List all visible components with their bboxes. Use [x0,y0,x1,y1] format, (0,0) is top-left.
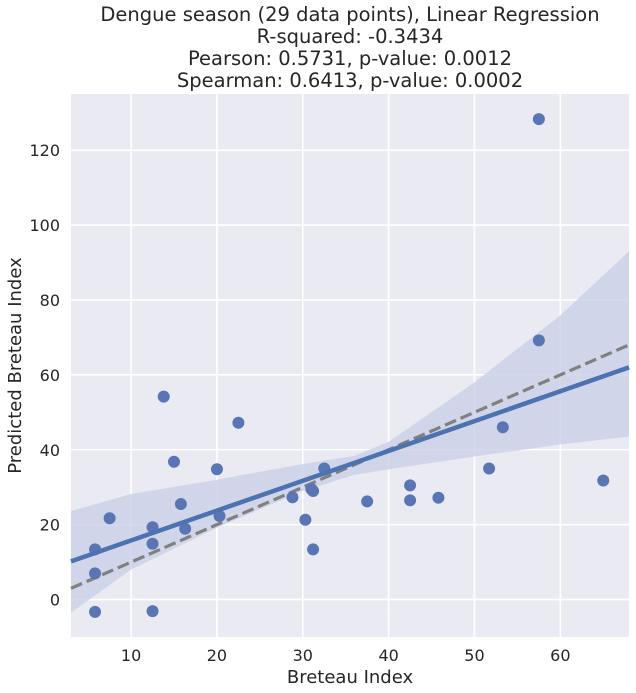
data-point [404,494,417,507]
y-axis-label: Predicted Breteau Index [5,257,26,474]
regression-line [70,365,630,564]
confidence-band [71,251,629,613]
data-point [532,113,545,126]
data-point [299,513,312,526]
y-tick-label: 20 [40,516,60,535]
title-line-2: R-squared: -0.3434 [256,25,444,48]
data-point [597,474,610,487]
data-point [404,479,417,492]
grid-lines [71,94,629,637]
data-point [157,390,170,403]
x-tick-labels: 10 20 30 40 50 60 [121,646,571,665]
title-line-3: Pearson: 0.5731, p-value: 0.0012 [187,47,513,70]
x-tick-label: 10 [121,646,141,665]
data-point [146,605,159,618]
data-point [89,567,102,580]
title-line-4: Spearman: 0.6413, p-value: 0.0002 [176,69,524,92]
data-point [103,512,116,525]
title-line-1: Dengue season (29 data points), Linear R… [100,3,600,26]
data-point [146,537,159,550]
y-tick-labels: 0 20 40 60 80 100 120 [29,141,60,609]
data-point [179,522,192,535]
data-point [496,421,509,434]
data-point [210,463,223,476]
data-point [232,416,245,429]
y-tick-label: 60 [40,366,60,385]
x-tick-label: 20 [207,646,227,665]
y-tick-label: 0 [50,591,60,610]
data-point [361,495,374,508]
x-tick-label: 40 [378,646,398,665]
y-tick-label: 80 [40,291,60,310]
data-point [307,484,320,497]
y-tick-label: 120 [29,141,60,160]
data-point [307,543,320,556]
chart-title: Dengue season (29 data points), Linear R… [0,4,636,92]
x-axis-label: Breteau Index [287,667,414,688]
x-tick-label: 50 [464,646,484,665]
data-point [483,462,496,475]
x-tick-label: 30 [293,646,313,665]
data-points [89,113,610,618]
y-tick-label: 40 [40,441,60,460]
x-tick-label: 60 [550,646,570,665]
y-tick-label: 100 [29,216,60,235]
data-point [89,605,102,618]
data-point [532,334,545,347]
data-point [432,491,445,504]
data-point [286,491,299,504]
data-point [168,455,181,468]
data-point [174,498,187,511]
